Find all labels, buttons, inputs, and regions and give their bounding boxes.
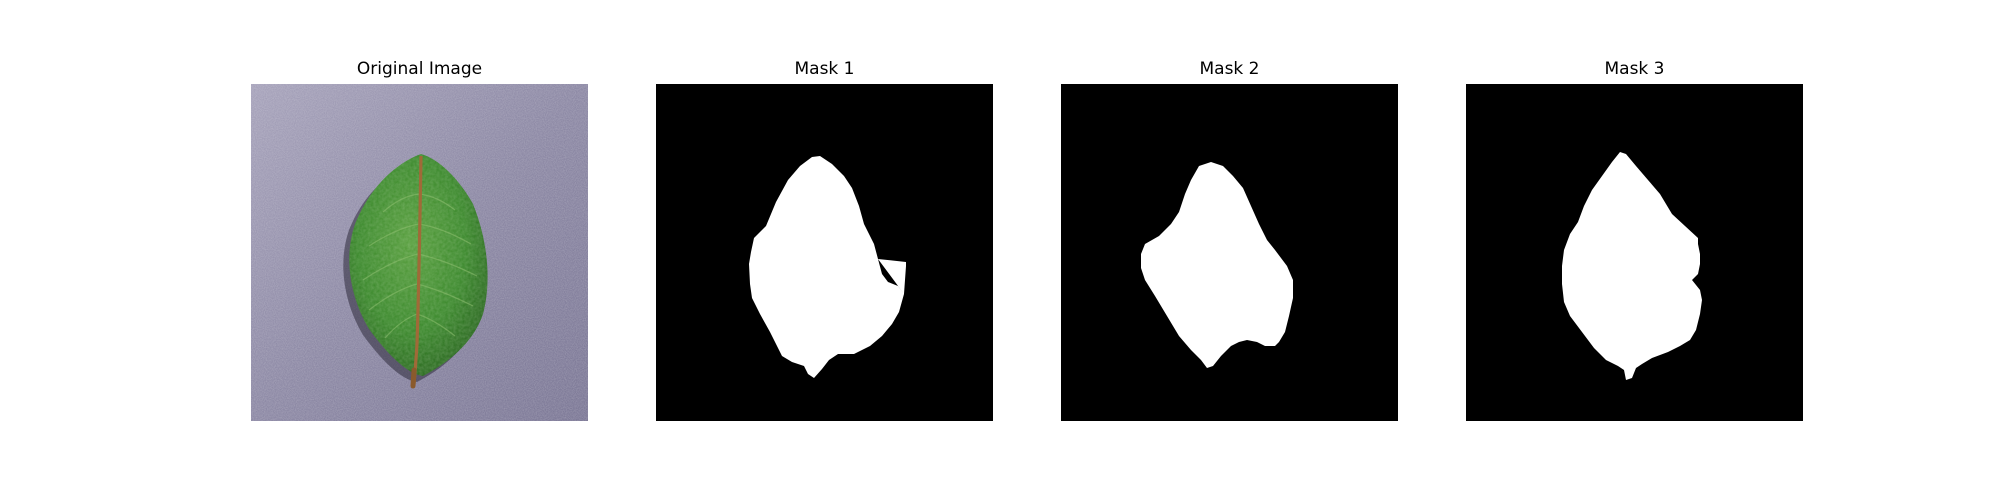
mask-3-title: Mask 3 (1604, 59, 1665, 79)
mask-3-image (1466, 84, 1803, 421)
mask-3-shape (1562, 152, 1702, 380)
leaf-side-veins (362, 193, 478, 339)
mask-1-title: Mask 1 (794, 59, 855, 79)
mask-1-shape (749, 156, 906, 378)
original-image (251, 84, 588, 421)
leaf-stem (410, 367, 417, 389)
mask-1-image (656, 84, 993, 421)
mask-2-title: Mask 2 (1199, 59, 1260, 79)
mask-2-shape (1141, 162, 1293, 368)
mask-2-panel (1061, 84, 1398, 421)
original-image-title: Original Image (356, 59, 483, 79)
mask-1-panel (656, 84, 993, 421)
original-image-panel (251, 84, 588, 421)
mask-3-panel (1466, 84, 1803, 421)
mask-2-image (1061, 84, 1398, 421)
